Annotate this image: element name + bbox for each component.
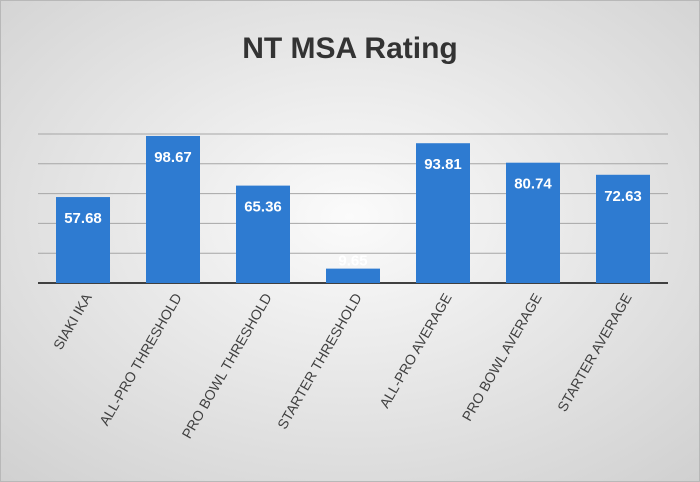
chart-title: NT MSA Rating bbox=[242, 32, 458, 65]
data-label: 57.68 bbox=[64, 210, 102, 227]
bar bbox=[236, 185, 290, 283]
data-label: 93.81 bbox=[424, 156, 462, 173]
data-label: 80.74 bbox=[514, 176, 552, 193]
bar bbox=[596, 174, 650, 283]
bar bbox=[416, 143, 470, 283]
bar bbox=[56, 197, 110, 283]
bar bbox=[146, 135, 200, 283]
data-label: 65.36 bbox=[244, 199, 282, 216]
data-label: 98.67 bbox=[154, 149, 192, 166]
bar bbox=[506, 162, 560, 283]
data-label: 72.63 bbox=[604, 188, 642, 205]
data-label: 9.65 bbox=[338, 253, 367, 270]
bar bbox=[326, 268, 380, 283]
